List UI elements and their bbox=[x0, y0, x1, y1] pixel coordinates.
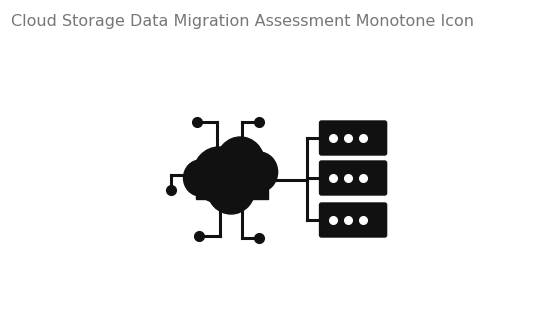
Text: Cloud Storage Data Migration Assessment Monotone Icon: Cloud Storage Data Migration Assessment … bbox=[11, 14, 474, 29]
FancyBboxPatch shape bbox=[195, 177, 268, 199]
FancyBboxPatch shape bbox=[320, 161, 386, 195]
FancyBboxPatch shape bbox=[320, 203, 386, 237]
FancyBboxPatch shape bbox=[320, 121, 386, 155]
